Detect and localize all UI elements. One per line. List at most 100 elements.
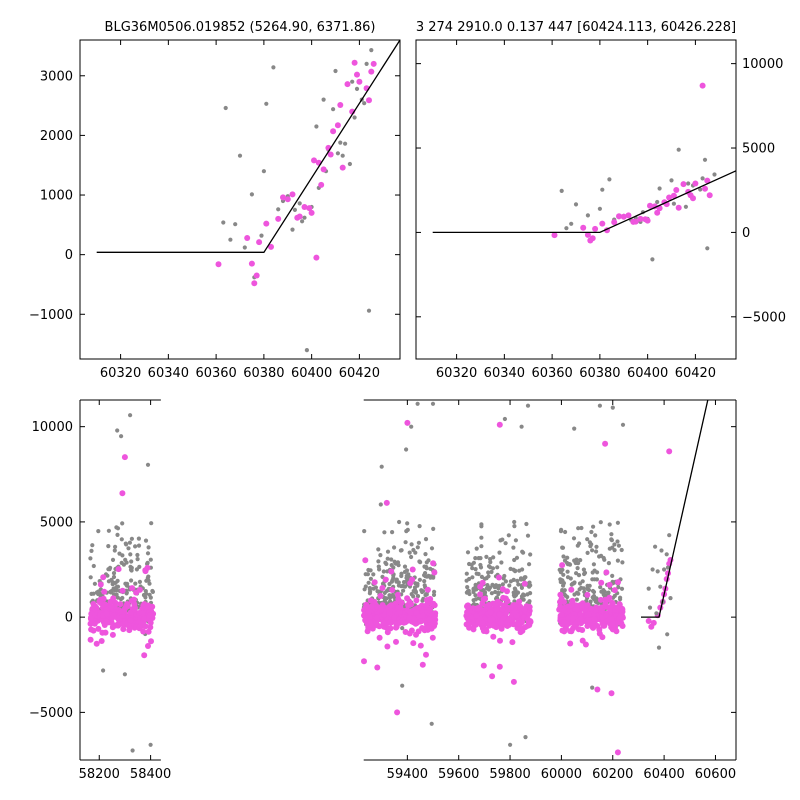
data-point [489, 569, 494, 575]
data-point-highlight [367, 597, 374, 604]
data-point-highlight [479, 579, 486, 586]
data-point-highlight [394, 709, 401, 716]
data-point-highlight [557, 599, 563, 605]
data-point [111, 571, 117, 576]
data-point [129, 565, 134, 571]
data-point-highlight [306, 205, 313, 212]
data-point-highlight [504, 598, 511, 605]
data-point [413, 581, 418, 586]
data-point [129, 578, 134, 583]
data-point [654, 611, 659, 616]
data-point [478, 565, 484, 570]
plot-area [432, 82, 736, 262]
data-point [620, 422, 626, 427]
data-point-highlight [424, 586, 431, 593]
data-point-highlight [625, 212, 632, 219]
data-point [594, 549, 599, 554]
data-point-highlight [558, 611, 565, 618]
data-point-highlight [377, 606, 384, 613]
data-point-highlight [93, 640, 100, 647]
data-point [594, 577, 600, 582]
data-point-highlight [490, 633, 497, 640]
data-point-highlight [356, 78, 363, 85]
data-point-highlight [666, 194, 673, 201]
data-point-highlight [119, 490, 126, 497]
data-point-highlight [389, 587, 396, 593]
data-point [650, 257, 655, 262]
data-point [565, 560, 570, 566]
data-point [143, 589, 148, 594]
data-point-highlight [400, 619, 407, 626]
y-tick-label: −1000 [29, 308, 73, 323]
data-point [571, 536, 577, 541]
data-point [385, 549, 391, 554]
data-point-highlight [568, 586, 575, 593]
data-point [429, 721, 434, 726]
x-tick-label: 60420 [339, 366, 380, 381]
data-point [486, 574, 491, 579]
data-point-highlight [510, 678, 517, 685]
data-point-highlight [415, 604, 422, 611]
data-point [300, 219, 305, 224]
data-point-highlight [354, 71, 360, 78]
data-point-highlight [650, 619, 657, 626]
x-tick-label: 60320 [436, 366, 477, 381]
data-point [91, 591, 96, 596]
data-point [115, 428, 120, 433]
data-point [585, 550, 590, 556]
data-point [382, 530, 387, 535]
data-point [96, 529, 101, 534]
data-point [560, 545, 566, 550]
data-point-highlight [606, 616, 613, 623]
data-point [135, 557, 140, 562]
data-point-highlight [398, 599, 405, 606]
data-point [136, 543, 142, 548]
data-point [712, 172, 717, 177]
data-point-highlight [487, 609, 494, 616]
data-point [491, 555, 496, 560]
data-point-highlight [592, 225, 599, 232]
data-point [470, 566, 475, 571]
x-tick-label: 60420 [675, 366, 716, 381]
data-point [415, 594, 421, 599]
data-point [464, 578, 469, 583]
data-point-highlight [131, 601, 138, 608]
data-point-highlight [383, 499, 390, 506]
data-point [559, 527, 564, 532]
data-point [497, 550, 502, 555]
data-point-highlight [647, 202, 653, 209]
data-point [609, 532, 614, 537]
data-point-highlight [368, 68, 375, 75]
data-point [89, 548, 94, 554]
data-point [516, 582, 521, 587]
data-point [610, 573, 615, 579]
data-point-highlight [100, 595, 107, 602]
data-point-highlight [617, 613, 624, 620]
data-point [113, 580, 118, 586]
data-point [525, 592, 530, 597]
data-point [401, 580, 407, 585]
y-tick-label: 10000 [32, 420, 73, 435]
data-point [417, 577, 422, 582]
data-point-highlight [117, 601, 124, 608]
data-point [130, 748, 135, 753]
data-point [668, 596, 673, 601]
data-point [569, 221, 574, 226]
data-point-highlight [138, 620, 145, 627]
data-point [292, 207, 297, 212]
data-point-highlight [371, 579, 378, 586]
data-point [378, 502, 383, 507]
data-point-highlight [133, 589, 140, 596]
data-point [114, 592, 119, 597]
data-point-highlight [339, 164, 346, 171]
data-point-highlight [706, 192, 713, 199]
data-point [686, 181, 691, 186]
data-point-highlight [145, 628, 152, 635]
data-point-highlight [608, 603, 614, 610]
data-point-highlight [406, 614, 413, 621]
data-point-highlight [585, 611, 592, 618]
data-point-highlight [100, 574, 107, 581]
data-point [606, 561, 612, 566]
data-point [479, 544, 484, 549]
data-point [585, 586, 590, 592]
